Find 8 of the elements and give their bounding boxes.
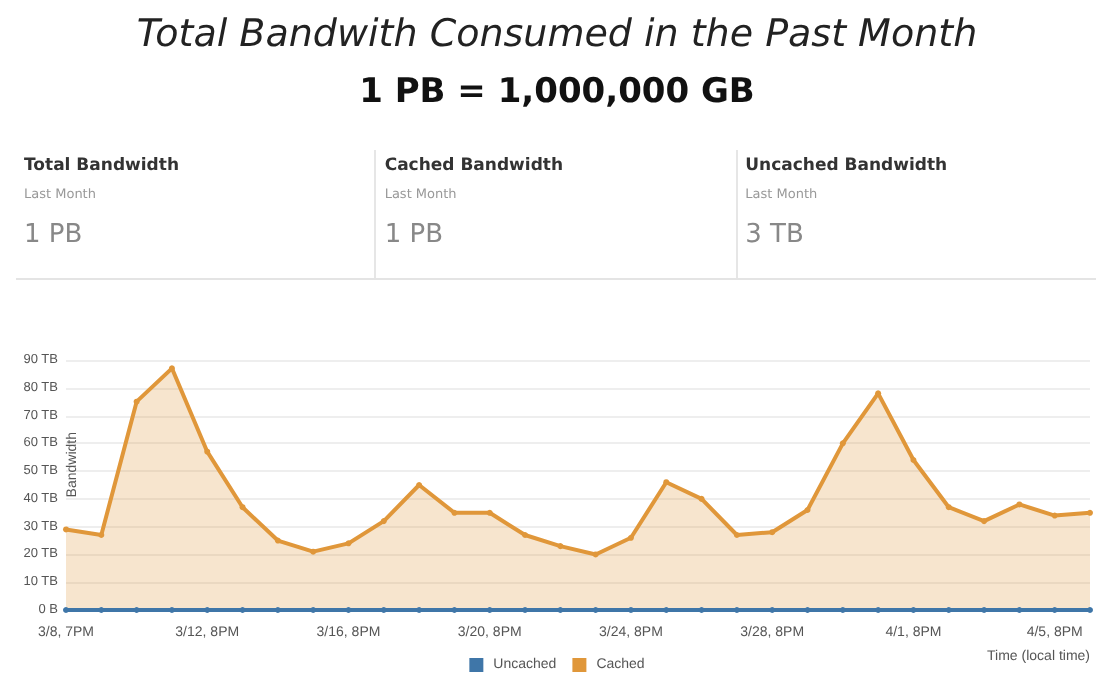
- text: 1 PB: [24, 220, 85, 250]
- text: 3 TB: [745, 220, 806, 250]
- text: 1 PB: [384, 220, 445, 250]
- text: Cached Bandwidth: [384, 156, 566, 176]
- text: Total Bandwidth: [24, 156, 181, 176]
- text: Uncached Bandwidth: [745, 156, 950, 176]
- chart-title: Total Bandwith Consumed in the Past Month: [134, 12, 980, 56]
- chart-subtitle: 1 PB = 1,000,000 GB: [357, 72, 757, 112]
